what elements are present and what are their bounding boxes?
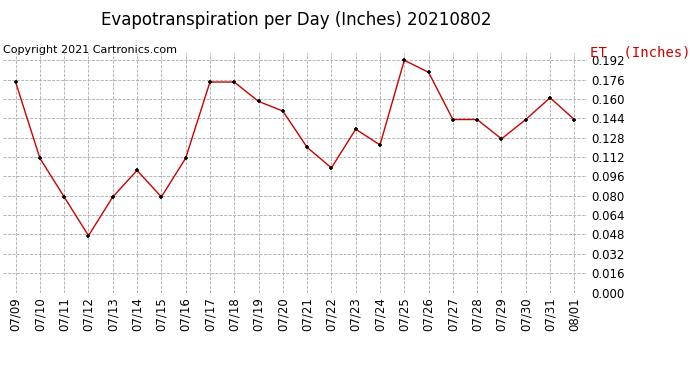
Point [10, 79, 21, 85]
Point [132, 167, 143, 173]
Text: Copyright 2021 Cartronics.com: Copyright 2021 Cartronics.com [3, 45, 177, 55]
Point [228, 79, 239, 85]
Point [472, 117, 483, 123]
Text: ET  (Inches): ET (Inches) [590, 45, 690, 59]
Point [277, 108, 288, 114]
Point [59, 194, 70, 200]
Point [447, 117, 458, 123]
Point [107, 194, 118, 200]
Point [569, 117, 580, 123]
Point [375, 142, 386, 148]
Point [351, 126, 362, 132]
Point [496, 136, 507, 142]
Point [326, 165, 337, 171]
Point [302, 144, 313, 150]
Point [83, 232, 94, 238]
Text: Evapotranspiration per Day (Inches) 20210802: Evapotranspiration per Day (Inches) 2021… [101, 11, 492, 29]
Point [544, 95, 555, 101]
Point [253, 98, 264, 104]
Point [399, 57, 410, 63]
Point [156, 194, 167, 200]
Point [423, 69, 434, 75]
Point [204, 79, 215, 85]
Point [34, 155, 46, 161]
Point [520, 117, 531, 123]
Point [180, 155, 191, 161]
